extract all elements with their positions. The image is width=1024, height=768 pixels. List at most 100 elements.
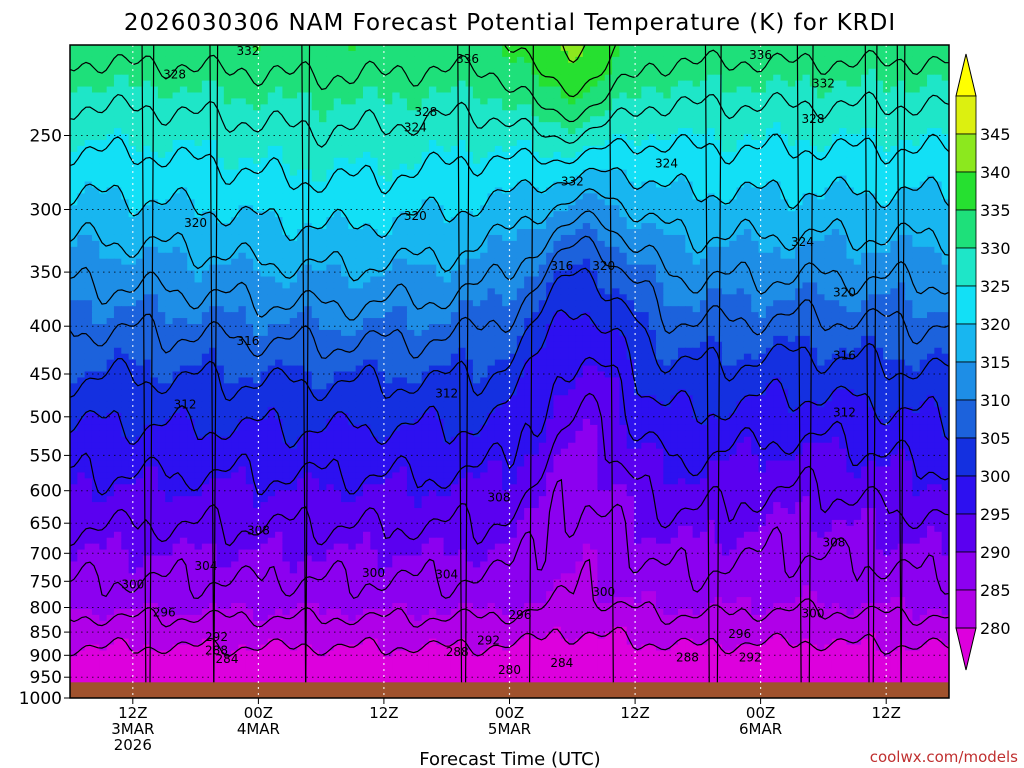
- contour-fill-cell: [604, 163, 613, 171]
- contour-fill-cell: [699, 56, 708, 64]
- contour-fill-cell: [546, 50, 555, 58]
- contour-fill-cell: [333, 288, 342, 295]
- contour-fill-cell: [443, 205, 452, 212]
- contour-fill-cell: [84, 62, 93, 70]
- contour-fill-cell: [604, 157, 613, 165]
- contour-fill-cell: [84, 110, 93, 117]
- contour-fill-cell: [861, 157, 870, 165]
- contour-fill-cell: [231, 234, 240, 242]
- contour-fill-cell: [670, 86, 679, 94]
- contour-fill-cell: [458, 68, 467, 76]
- contour-fill-cell: [392, 181, 401, 189]
- contour-fill-cell: [765, 116, 774, 123]
- contour-fill-cell: [831, 80, 840, 88]
- contour-fill-cell: [626, 151, 635, 159]
- contour-fill-cell: [663, 270, 672, 278]
- contour-fill-cell: [516, 234, 525, 242]
- contour-fill-cell: [267, 122, 276, 129]
- contour-fill-cell: [472, 282, 481, 289]
- contour-fill-cell: [414, 104, 423, 111]
- contour-fill-cell: [670, 68, 679, 76]
- contour-fill-cell: [802, 163, 811, 171]
- contour-fill-cell: [707, 98, 716, 105]
- contour-fill-cell: [297, 229, 305, 236]
- contour-fill-cell: [831, 193, 840, 200]
- contour-fill-cell: [121, 145, 130, 153]
- contour-fill-cell: [597, 193, 606, 200]
- contour-fill-cell: [875, 264, 884, 272]
- contour-fill-cell: [487, 157, 496, 165]
- contour-fill-cell: [795, 145, 804, 153]
- contour-fill-cell: [509, 205, 518, 212]
- contour-fill-cell: [575, 264, 584, 272]
- contour-fill-cell: [480, 151, 489, 159]
- contour-fill-cell: [516, 264, 525, 272]
- contour-fill-cell: [84, 240, 93, 248]
- contour-fill-cell: [883, 110, 891, 117]
- contour-fill-cell: [428, 252, 437, 260]
- contour-fill-cell: [355, 193, 364, 200]
- contour-fill-cell: [590, 270, 598, 278]
- contour-fill-cell: [919, 193, 928, 200]
- contour-fill-cell: [751, 45, 760, 52]
- contour-fill-cell: [743, 276, 752, 284]
- contour-fill-cell: [795, 240, 804, 248]
- contour-fill-cell: [912, 104, 921, 111]
- contour-fill-cell: [238, 122, 247, 129]
- contour-fill-cell: [934, 163, 943, 171]
- contour-fill-cell: [641, 223, 650, 230]
- contour-fill-cell: [538, 217, 547, 224]
- contour-fill-cell: [656, 223, 664, 230]
- contour-fill-cell: [824, 116, 833, 123]
- contour-fill-cell: [597, 68, 606, 76]
- contour-fill-cell: [626, 163, 635, 171]
- contour-fill-cell: [787, 62, 796, 70]
- contour-fill-cell: [494, 229, 503, 236]
- contour-fill-cell: [868, 139, 877, 147]
- contour-fill-cell: [406, 157, 415, 165]
- contour-fill-cell: [553, 122, 562, 129]
- contour-fill-cell: [634, 80, 642, 88]
- contour-fill-cell: [297, 276, 305, 284]
- contour-fill-cell: [319, 199, 327, 206]
- contour-fill-cell: [179, 175, 188, 183]
- contour-fill-cell: [392, 276, 401, 284]
- contour-fill-cell: [861, 252, 870, 260]
- contour-fill-cell: [780, 252, 789, 260]
- contour-fill-cell: [179, 252, 188, 260]
- contour-fill-cell: [172, 122, 181, 129]
- contour-fill-cell: [861, 276, 870, 284]
- contour-fill-cell: [414, 193, 423, 200]
- contour-fill-cell: [560, 145, 569, 153]
- contour-fill-cell: [406, 205, 415, 212]
- contour-fill-cell: [568, 217, 577, 224]
- contour-fill-cell: [267, 169, 276, 177]
- contour-fill-cell: [531, 288, 540, 295]
- contour-fill-cell: [670, 134, 679, 141]
- contour-fill-cell: [905, 80, 913, 88]
- contour-fill-cell: [905, 258, 913, 266]
- contour-fill-cell: [773, 252, 782, 260]
- contour-fill-cell: [853, 50, 862, 58]
- contour-fill-cell: [99, 217, 108, 224]
- contour-fill-cell: [524, 145, 533, 153]
- contour-fill-cell: [392, 163, 401, 171]
- contour-fill-cell: [363, 211, 371, 218]
- contour-fill-cell: [106, 68, 115, 76]
- contour-fill-cell: [311, 264, 320, 272]
- contour-fill-cell: [927, 110, 935, 117]
- contour-fill-cell: [77, 288, 86, 295]
- contour-fill-cell: [839, 258, 848, 266]
- contour-fill-cell: [238, 217, 247, 224]
- contour-fill-cell: [443, 288, 452, 295]
- contour-fill-cell: [260, 229, 269, 236]
- contour-fill-cell: [209, 258, 218, 266]
- contour-fill-cell: [128, 151, 137, 159]
- contour-fill-cell: [458, 122, 467, 129]
- contour-fill-cell: [568, 98, 577, 105]
- contour-fill-cell: [267, 270, 276, 278]
- contour-fill-cell: [275, 151, 284, 159]
- contour-fill-cell: [282, 199, 291, 206]
- contour-fill-cell: [729, 45, 738, 52]
- contour-fill-cell: [319, 234, 327, 242]
